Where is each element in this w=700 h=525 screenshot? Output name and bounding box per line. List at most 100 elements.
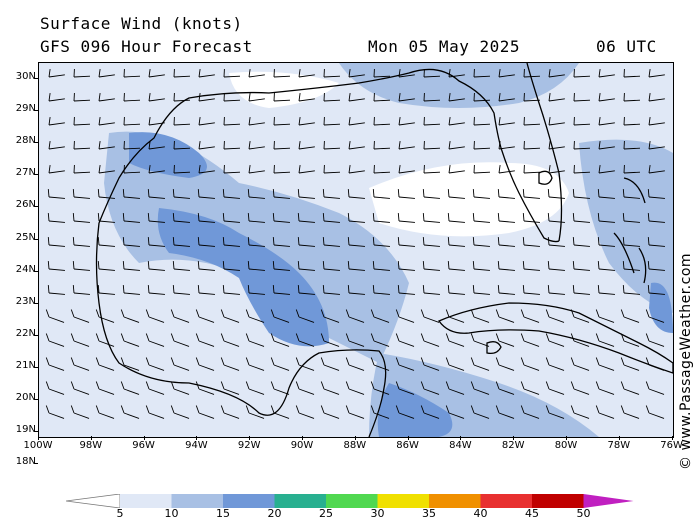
wind-barb	[397, 260, 415, 271]
wind-barb	[295, 357, 315, 371]
wind-barb	[422, 236, 440, 247]
wind-barb	[173, 68, 191, 78]
longitude-label: 92W	[237, 440, 261, 451]
latitude-label: 25N	[15, 231, 36, 243]
wind-barb	[620, 357, 640, 371]
longitude-tick	[354, 436, 356, 440]
colorbar-label: 5	[116, 507, 124, 520]
wind-barb	[395, 333, 415, 347]
wind-barb	[472, 260, 490, 271]
wind-barb	[573, 92, 591, 102]
latitude-label: 28N	[15, 135, 36, 147]
wind-barb	[520, 309, 540, 323]
bahamas-coastline	[613, 177, 647, 284]
wind-barb	[173, 164, 191, 174]
wind-band-15-20-east-edge	[649, 282, 673, 333]
wind-barb	[272, 188, 290, 199]
latitude-tick	[34, 238, 38, 240]
wind-barb	[98, 117, 115, 126]
wind-barb	[522, 212, 540, 223]
wind-barb	[548, 69, 565, 78]
longitude-tick	[143, 436, 145, 440]
latitude-label: 27N	[15, 167, 36, 179]
wind-barb	[273, 116, 291, 126]
wind-barb	[297, 236, 315, 247]
latitude-label: 21N	[15, 359, 36, 371]
wind-barb	[123, 140, 141, 150]
wind-barb	[172, 284, 190, 295]
wind-barb	[98, 141, 115, 150]
wind-barb	[523, 92, 541, 102]
longitude-tick	[90, 436, 92, 440]
wind-barb	[348, 141, 365, 150]
wind-barb	[48, 69, 65, 78]
wind-barb	[322, 284, 340, 295]
wind-barb	[647, 260, 665, 271]
wind-barb	[370, 357, 390, 371]
wind-barb	[370, 309, 390, 323]
wind-barb	[420, 405, 440, 419]
longitude-label: 96W	[132, 440, 155, 451]
wind-barb	[620, 405, 640, 419]
forecast-hour-label: GFS 096 Hour Forecast	[40, 37, 253, 56]
cuba-coastline	[438, 302, 673, 374]
wind-barb	[572, 260, 590, 271]
wind-barb	[422, 260, 440, 271]
latitude-tick	[34, 174, 38, 176]
wind-barb	[197, 188, 215, 199]
wind-barb	[398, 165, 415, 174]
wind-barb	[195, 381, 215, 395]
longitude-tick	[566, 436, 567, 440]
wind-barb	[470, 333, 490, 347]
wind-barb	[547, 236, 565, 247]
lake-okeechobee	[538, 170, 553, 185]
wind-barb	[97, 212, 115, 223]
wind-barb	[173, 140, 191, 150]
wind-barb	[547, 284, 565, 295]
wind-barb	[373, 116, 391, 126]
wind-band-10-15-east	[579, 139, 673, 313]
wind-barb	[470, 405, 490, 419]
wind-barb	[373, 68, 391, 78]
wind-barb	[398, 141, 415, 150]
wind-barb	[545, 381, 565, 395]
latitude-tick	[34, 334, 38, 336]
wind-barb	[147, 212, 165, 223]
wind-barb	[447, 236, 465, 247]
coastlines	[95, 63, 673, 437]
wind-barb	[47, 284, 65, 295]
latitude-tick	[34, 206, 38, 208]
wind-barb	[295, 333, 315, 347]
wind-barb	[572, 188, 590, 199]
wind-barb	[598, 117, 615, 126]
wind-barb	[595, 333, 615, 347]
wind-barb	[323, 92, 341, 102]
wind-barb	[623, 116, 641, 126]
wind-barb	[473, 68, 491, 78]
wind-barb	[170, 405, 190, 419]
wind-barb	[498, 69, 515, 78]
wind-barb	[297, 284, 315, 295]
wind-barb	[620, 333, 640, 347]
wind-barb	[120, 309, 140, 323]
wind-barb	[47, 260, 65, 271]
wind-barb	[97, 236, 115, 247]
wind-barb	[247, 236, 265, 247]
wind-barb	[597, 260, 615, 271]
wind-barb	[97, 284, 115, 295]
wind-barb	[45, 357, 65, 371]
wind-barb	[320, 309, 340, 323]
wind-band-15-20-yucatan-channel	[377, 383, 453, 437]
wind-barb	[423, 116, 441, 126]
colorbar-label: 50	[576, 507, 591, 520]
wind-barb	[120, 381, 140, 395]
wind-barb	[45, 405, 65, 419]
wind-barb	[145, 309, 165, 323]
wind-barb	[597, 236, 615, 247]
wind-barb	[347, 236, 365, 247]
wind-barbs	[45, 68, 665, 419]
wind-barb	[248, 93, 265, 102]
latitude-tick	[34, 142, 38, 144]
colorbar-segment	[532, 494, 584, 508]
wind-barb	[120, 405, 140, 419]
